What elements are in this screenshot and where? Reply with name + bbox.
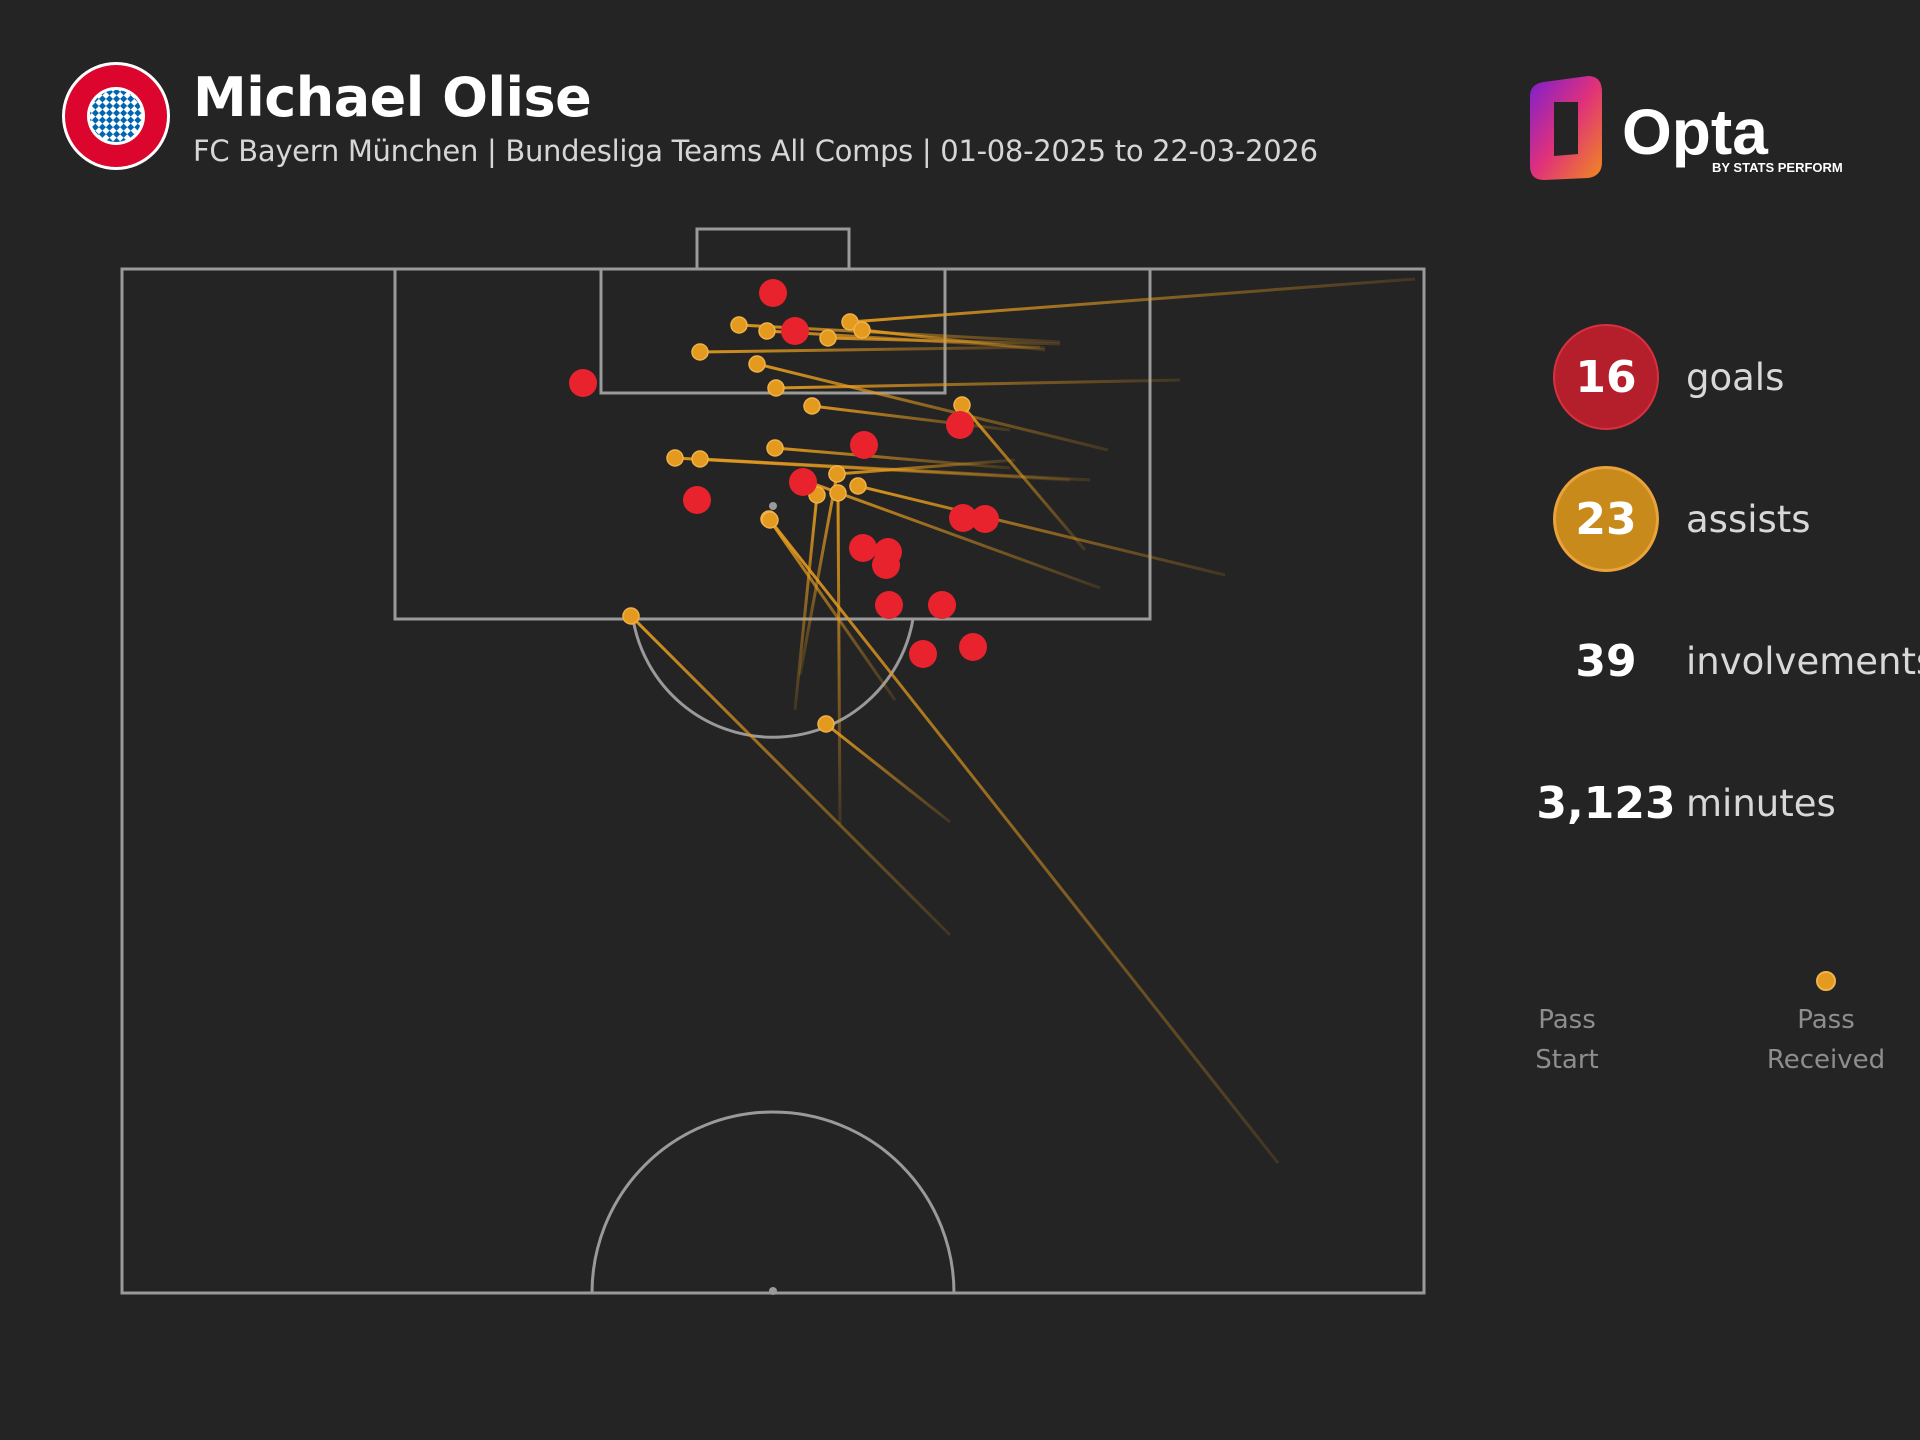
goal-location-dot (959, 633, 987, 661)
assist-pass-line (811, 404, 1011, 432)
assist-pass-received-dot (819, 329, 837, 347)
assist-pass-received-dot (691, 450, 709, 468)
assist-pass-line (836, 492, 842, 825)
assist-pass-received-dot (766, 439, 784, 457)
goal-dots (569, 279, 999, 668)
minutes-label: minutes (1686, 781, 1836, 825)
goal-location-dot (875, 591, 903, 619)
pitch-outline (120, 267, 1426, 1295)
assist-pass-received-dot (691, 343, 709, 361)
fc-bayern-badge-icon (62, 62, 170, 170)
subtitle: FC Bayern München | Bundesliga Teams All… (193, 134, 1318, 168)
assist-pass-line (805, 479, 1101, 590)
header: Michael Olise FC Bayern München | Bundes… (0, 0, 1920, 200)
goal-location-dot (872, 551, 900, 579)
minutes-value: 3,123 (1536, 777, 1676, 829)
goal-location-dot (909, 640, 937, 668)
goal-location-dot (683, 486, 711, 514)
assist-lines (629, 277, 1416, 1164)
goals-label: goals (1686, 355, 1785, 399)
goal-location-dot (850, 431, 878, 459)
assist-pass-line (629, 614, 952, 937)
assist-pass-received-dot (767, 379, 785, 397)
goal-location-dot (971, 505, 999, 533)
center-spot (769, 1287, 777, 1295)
assist-pass-line (756, 362, 1109, 452)
opta-wordmark: Opta (1622, 96, 1768, 168)
assist-pass-received-dot (829, 484, 847, 502)
assist-pass-line (674, 456, 1071, 482)
player-name: Michael Olise (193, 66, 592, 129)
assists-value: 23 (1575, 493, 1637, 545)
assist-pass-line (798, 473, 839, 676)
opta-tagline: BY STATS PERFORM (1712, 160, 1843, 175)
assist-pass-received-dot (758, 322, 776, 340)
assist-pass-received-dot (953, 396, 971, 414)
assist-pass-line (836, 458, 1016, 476)
goal-location-dot (928, 591, 956, 619)
assist-pass-line (825, 722, 951, 824)
assist-pass-received-dot (730, 316, 748, 334)
goal-location-dot (789, 468, 817, 496)
assist-pass-received-dot (748, 355, 766, 373)
assist-pass-line (766, 329, 1046, 350)
center-circle (590, 1110, 956, 1294)
assist-pass-line (775, 378, 1181, 390)
penalty-spot (769, 502, 777, 510)
assist-pass-received-dot (841, 313, 859, 331)
assist-pass-line (768, 519, 1280, 1164)
opta-logo-icon: Opta BY STATS PERFORM (1530, 76, 1843, 180)
assist-pass-line (857, 484, 1226, 577)
assist-pass-received-dot (849, 477, 867, 495)
assist-pass-received-dot (853, 321, 871, 339)
goal-location-dot (781, 317, 809, 345)
goals-badge: 16 (1553, 324, 1659, 430)
assist-pass-received-dot (666, 449, 684, 467)
assist-pass-received-dot (803, 397, 821, 415)
assist-pass-received-dot (761, 511, 779, 529)
assists-label: assists (1686, 497, 1811, 541)
assist-pass-line (767, 518, 897, 701)
penalty-arc (631, 618, 915, 739)
pitch-map (120, 227, 1426, 1295)
involvements-label: involvements (1686, 639, 1920, 683)
assist-pass-line (849, 277, 1416, 324)
legend-pass-received-dot (1816, 971, 1836, 991)
goal-location-dot (569, 369, 597, 397)
assist-pass-received-dot (622, 607, 640, 625)
assist-pass-line (699, 345, 1041, 354)
involvements-value: 39 (1575, 635, 1637, 687)
legend-pass-line (1567, 971, 1836, 991)
goal-frame (695, 227, 851, 271)
goal-location-dot (946, 411, 974, 439)
assists-badge: 23 (1553, 466, 1659, 572)
legend-pass-start: Pass Start (1535, 1005, 1599, 1075)
assist-pass-line (793, 494, 819, 711)
assist-pass-received-dot (817, 715, 835, 733)
assist-pass-received-dot (828, 465, 846, 483)
assist-dots (622, 313, 971, 733)
goal-location-dot (849, 534, 877, 562)
goals-value: 16 (1575, 351, 1637, 403)
goal-location-dot (759, 279, 787, 307)
goal-location-dot (949, 504, 977, 532)
legend-pass-received: Pass Received (1766, 1005, 1886, 1075)
